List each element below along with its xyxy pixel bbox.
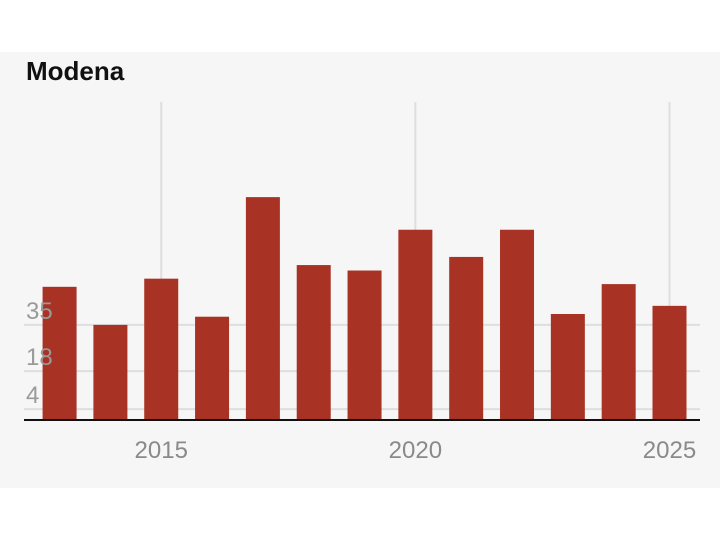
bars bbox=[42, 197, 687, 420]
x-tick-label: 2015 bbox=[135, 437, 188, 464]
bar-2017 bbox=[245, 197, 280, 420]
y-tick-label: 18 bbox=[26, 344, 53, 371]
y-tick-label: 4 bbox=[26, 382, 39, 409]
bar-2014 bbox=[93, 324, 128, 420]
x-tick-labels: 2015 2020 2025 bbox=[135, 437, 697, 464]
bar-2023 bbox=[550, 314, 585, 420]
bar-2025 bbox=[652, 305, 687, 420]
x-tick-label: 2025 bbox=[643, 437, 696, 464]
bar-2022 bbox=[500, 229, 535, 420]
bar-2013 bbox=[42, 286, 77, 420]
bar-2019 bbox=[347, 270, 382, 420]
y-tick-label: 35 bbox=[26, 298, 53, 325]
bar-2016 bbox=[195, 316, 230, 420]
bar-2020 bbox=[398, 229, 433, 420]
bar-2024 bbox=[601, 284, 636, 420]
y-tick-labels: 4 18 35 bbox=[26, 298, 53, 409]
chart-title: Modena bbox=[26, 56, 125, 86]
bar-2018 bbox=[296, 265, 331, 420]
bar-2015 bbox=[144, 278, 179, 420]
bar-2021 bbox=[449, 256, 484, 420]
x-tick-label: 2020 bbox=[389, 437, 442, 464]
